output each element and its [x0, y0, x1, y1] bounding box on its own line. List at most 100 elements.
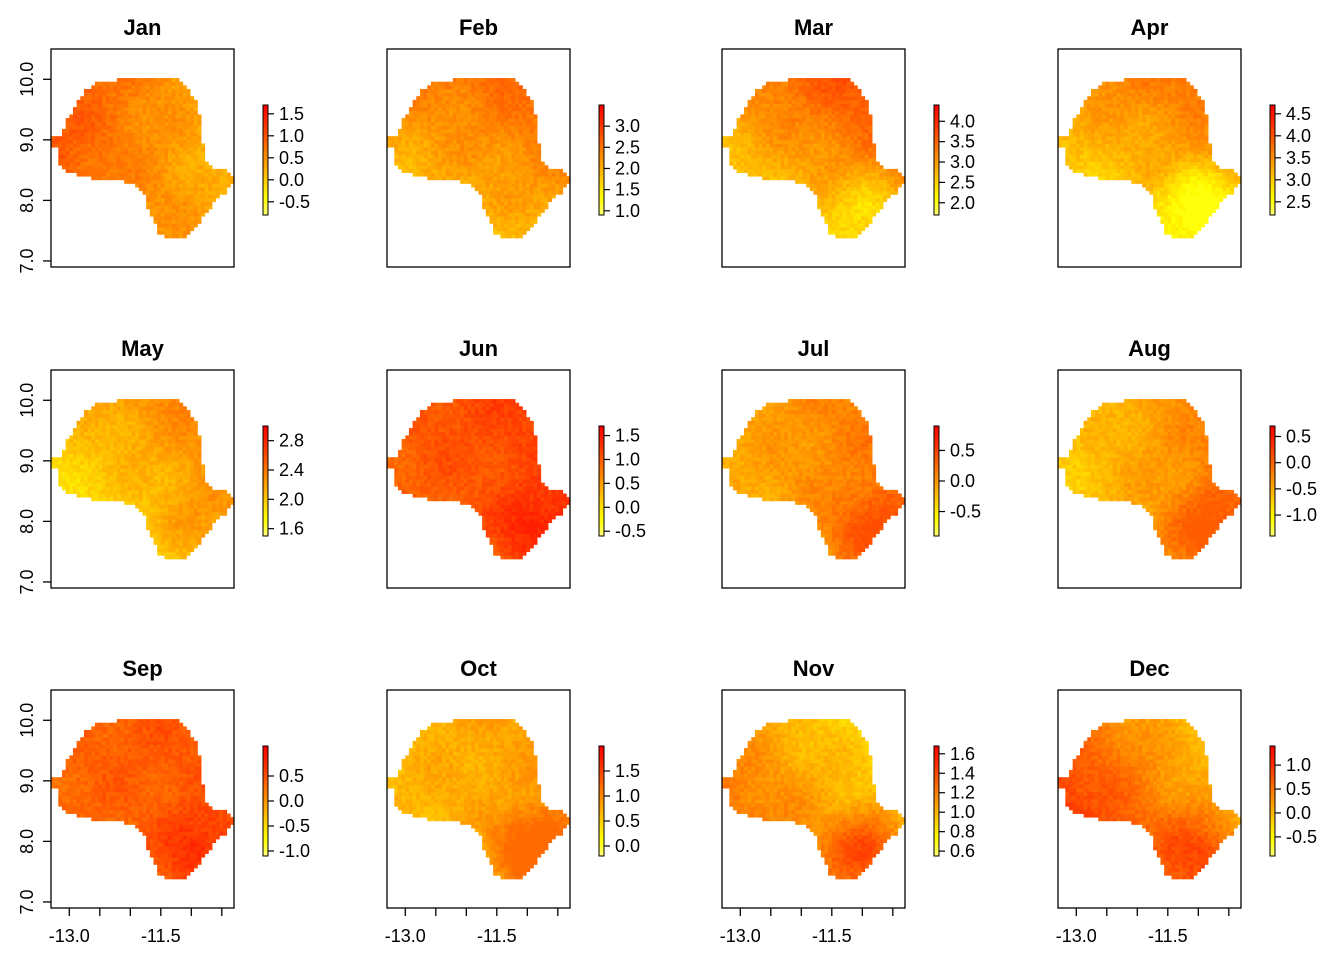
raster-cell [529, 118, 534, 123]
raster-cell [197, 179, 202, 184]
raster-cell [1149, 143, 1154, 148]
raster-cell [430, 121, 435, 126]
raster-cell [467, 147, 472, 152]
raster-cell [1182, 110, 1187, 115]
raster-cell [485, 172, 490, 177]
raster-cell [1109, 96, 1114, 101]
raster-cell [1131, 176, 1136, 181]
raster-cell [1156, 110, 1161, 115]
raster-cell [784, 103, 789, 108]
raster-cell [817, 194, 822, 199]
raster-cell [853, 168, 858, 173]
raster-cell [747, 154, 752, 159]
raster-cell [1109, 114, 1114, 119]
raster-cell [171, 132, 176, 137]
raster-cell [762, 118, 767, 123]
raster-cell [164, 114, 169, 119]
raster-cell [387, 139, 392, 144]
raster-cell [875, 172, 880, 177]
raster-cell [1134, 143, 1139, 148]
raster-cell [857, 165, 862, 170]
raster-cell [515, 85, 520, 90]
raster-cell [1109, 110, 1114, 115]
raster-cell [798, 136, 803, 141]
raster-cell [809, 143, 814, 148]
raster-cell [890, 183, 895, 188]
raster-cell [868, 165, 873, 170]
raster-cell [98, 136, 103, 141]
raster-cell [511, 234, 516, 239]
raster-cell [828, 128, 833, 133]
raster-cell [1175, 234, 1180, 239]
raster-cell [474, 136, 479, 141]
raster-cell [1164, 176, 1169, 181]
raster-cell [445, 125, 450, 130]
raster-cell [1083, 128, 1088, 133]
raster-cell [875, 194, 880, 199]
raster-cell [518, 92, 523, 97]
raster-cell [197, 158, 202, 163]
raster-cell [397, 132, 403, 137]
raster-cell [1105, 132, 1110, 137]
raster-cell [1109, 103, 1114, 108]
raster-cell [135, 114, 140, 119]
raster-cell [846, 187, 851, 192]
raster-cell [1112, 150, 1117, 155]
raster-cell [160, 161, 165, 166]
raster-cell [471, 78, 476, 83]
raster-cell [65, 121, 70, 126]
raster-cell [146, 107, 151, 112]
raster-cell [190, 165, 195, 170]
raster-cell [116, 85, 121, 90]
raster-cell [1083, 118, 1088, 123]
raster-cell [861, 161, 866, 166]
raster-cell [482, 103, 487, 108]
raster-cell [1090, 110, 1095, 115]
raster-cell [787, 154, 792, 159]
raster-cell [1131, 110, 1136, 115]
raster-cell [839, 150, 844, 155]
raster-cell [776, 88, 781, 93]
raster-cell [1098, 147, 1103, 152]
raster-cell [201, 150, 206, 155]
raster-cell [416, 154, 421, 159]
raster-cell [1142, 78, 1147, 83]
raster-cell [98, 154, 103, 159]
raster-cell [1079, 150, 1085, 155]
raster-cell [515, 81, 520, 86]
raster-cell [842, 125, 847, 130]
raster-cell [120, 172, 125, 177]
raster-cell [762, 172, 767, 177]
raster-cell [743, 154, 749, 159]
raster-cell [522, 201, 527, 206]
raster-cell [846, 128, 851, 133]
raster-cell [831, 96, 836, 101]
raster-cell [813, 168, 818, 173]
raster-cell [890, 172, 895, 177]
raster-cell [69, 114, 74, 119]
raster-cell [504, 197, 509, 202]
raster-cell [537, 197, 542, 202]
raster-cell [171, 143, 176, 148]
raster-cell [809, 85, 814, 90]
legend-swatch [263, 212, 268, 216]
raster-cell [1138, 172, 1143, 177]
raster-cell [463, 179, 468, 184]
raster-cell [72, 143, 78, 148]
raster-cell [463, 110, 468, 115]
raster-cell [478, 92, 483, 97]
raster-cell [149, 99, 154, 104]
raster-cell [160, 165, 165, 170]
raster-cell [518, 172, 523, 177]
raster-cell [127, 179, 132, 184]
raster-cell [791, 176, 796, 181]
raster-cell [1164, 147, 1169, 152]
raster-cell [806, 139, 811, 144]
raster-cell [1175, 165, 1180, 170]
raster-cell [886, 179, 891, 184]
raster-cell [780, 158, 785, 163]
raster-cell [1160, 136, 1165, 141]
raster-cell [482, 161, 487, 166]
raster-cell [1160, 161, 1165, 166]
